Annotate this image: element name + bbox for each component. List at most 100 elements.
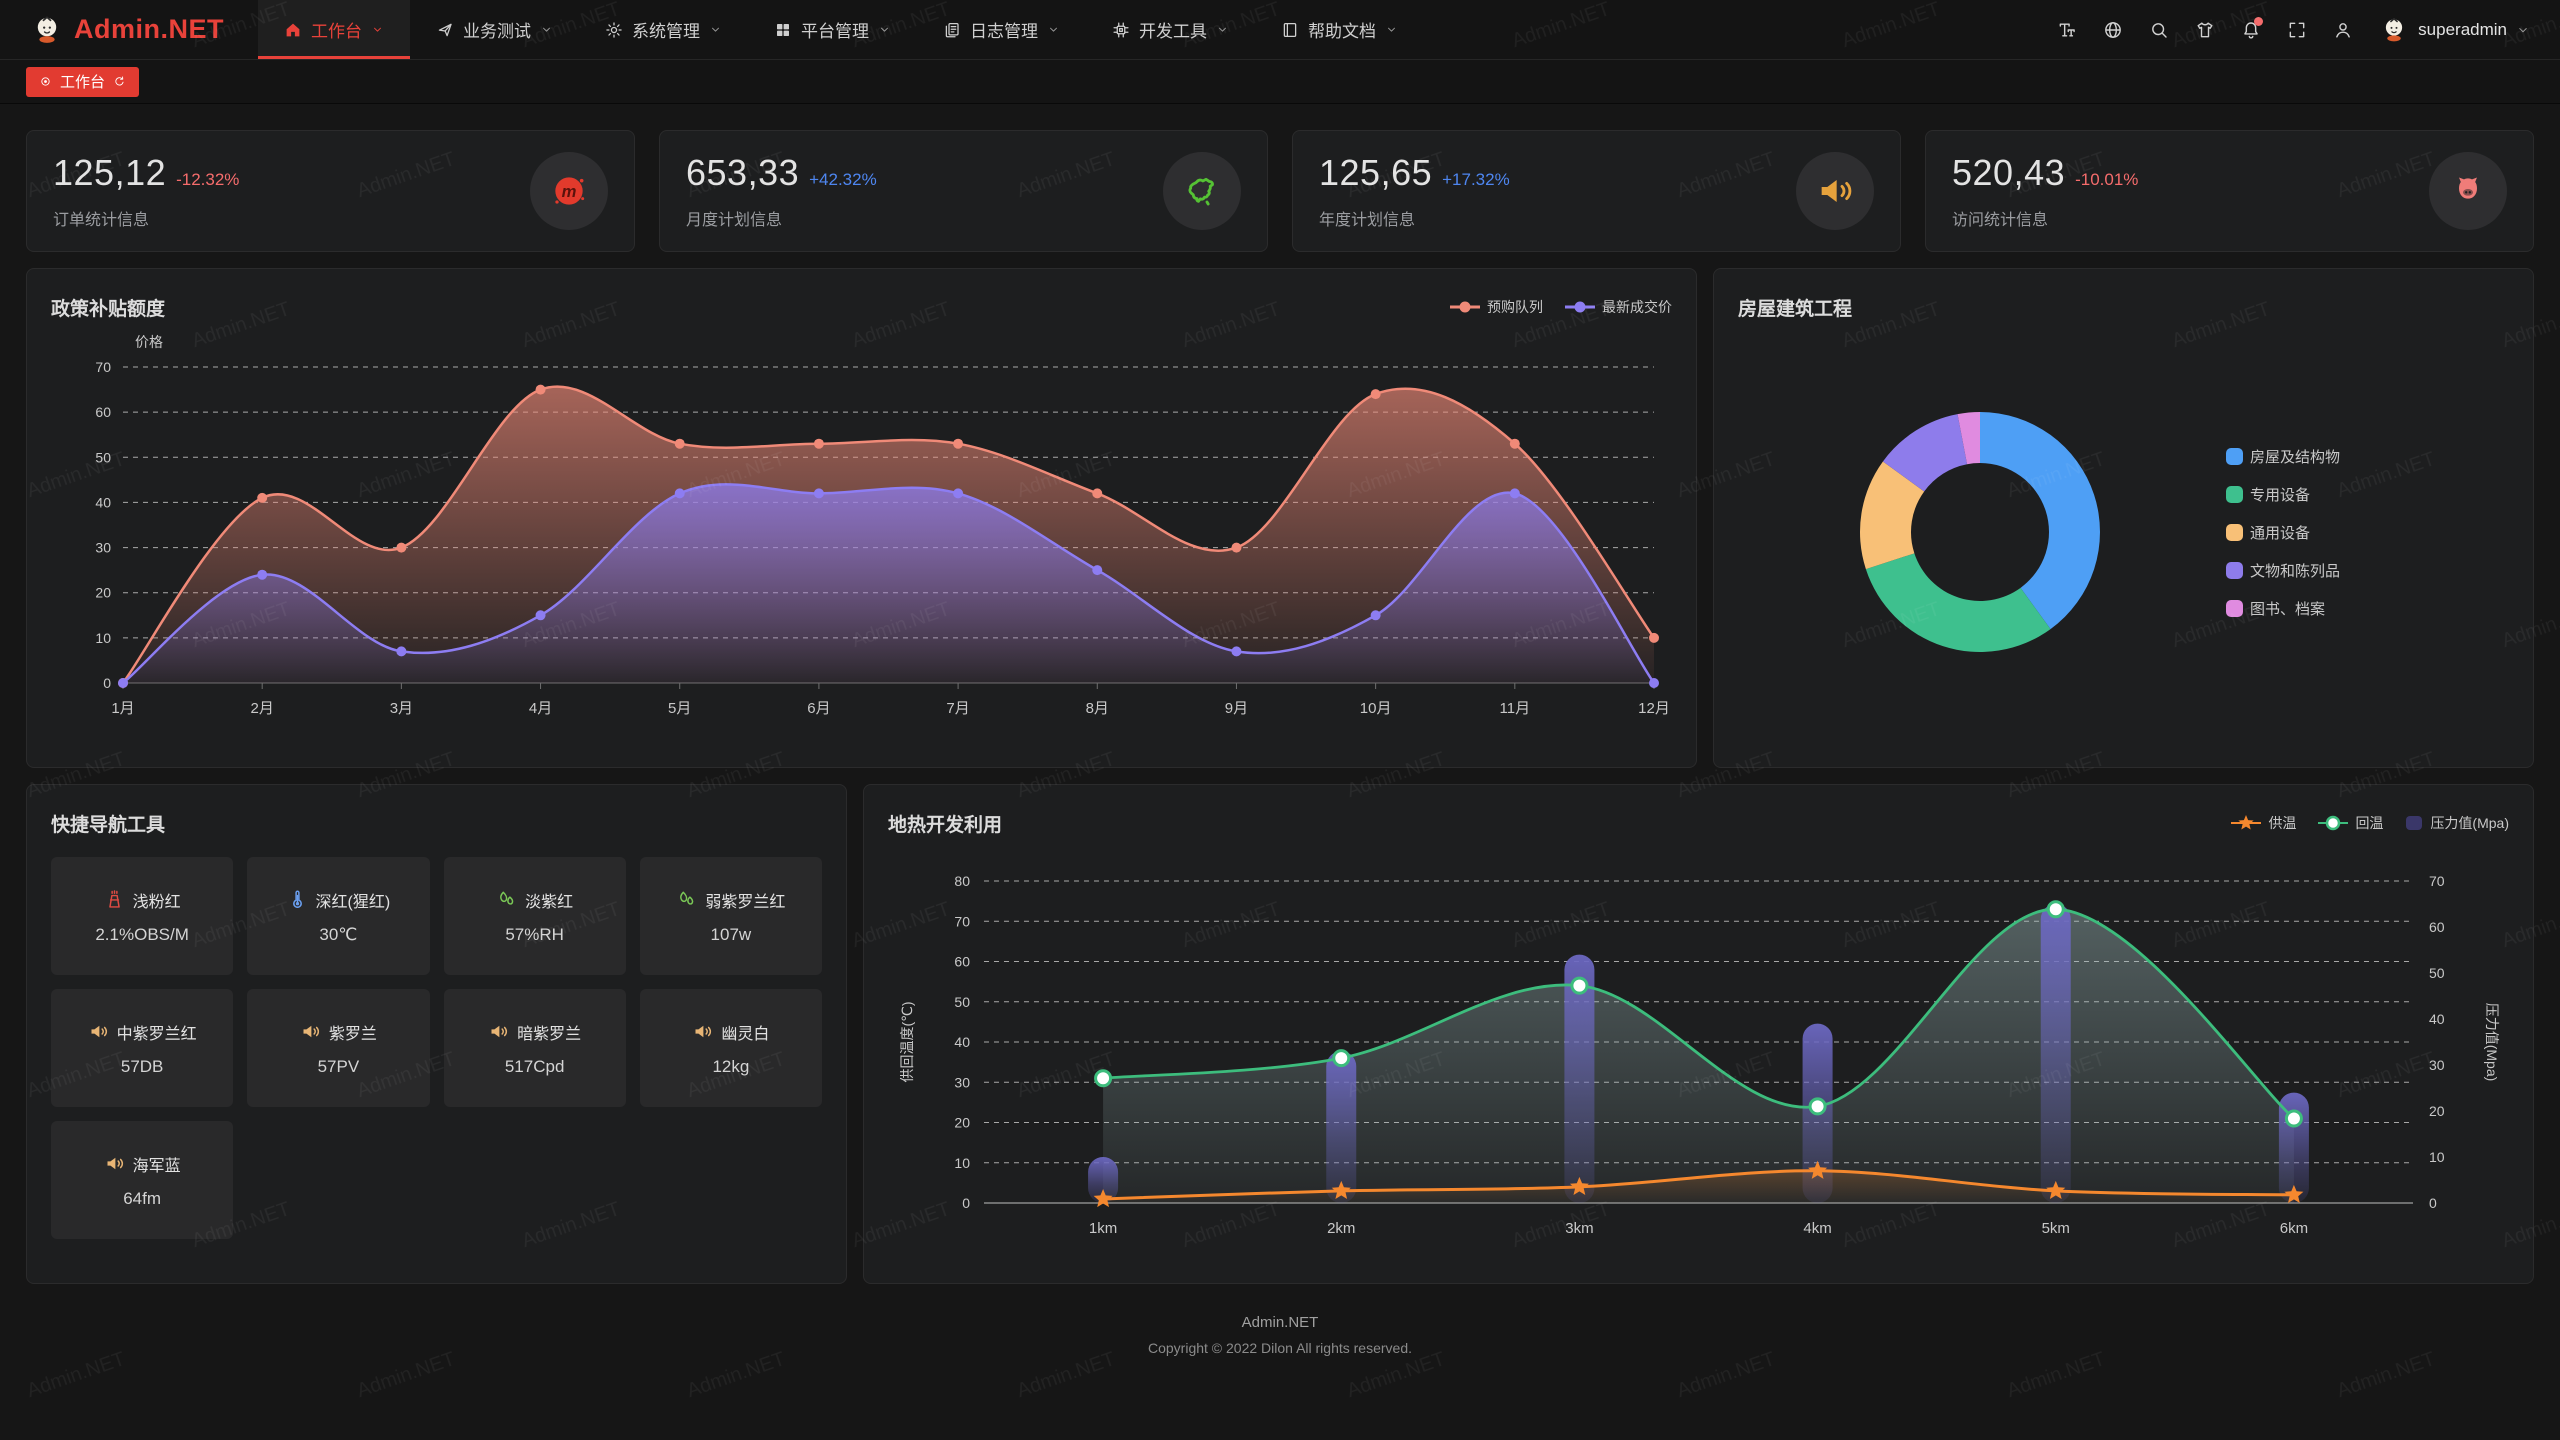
svg-text:70: 70 [954,913,970,929]
svg-text:6月: 6月 [807,700,830,717]
pie-legend-item-0[interactable]: 房屋及结构物 [2226,446,2340,467]
quick-nav-grid: 浅粉红 2.1%OBS/M 深红(猩红) 30℃ 淡紫红 57%RH 弱紫罗兰红… [51,857,822,1239]
svg-text:80: 80 [954,873,970,889]
chevron-down-icon [1216,23,1229,36]
charts-row-2: 快捷导航工具 浅粉红 2.1%OBS/M 深红(猩红) 30℃ 淡紫红 57%R… [26,784,2534,1284]
pie-legend-item-4[interactable]: 图书、档案 [2226,598,2340,619]
refresh-icon[interactable] [113,75,126,88]
quick-nav-item-3[interactable]: 弱紫罗兰红 107w [639,857,822,975]
svg-text:40: 40 [2429,1011,2445,1027]
quick-nav-value: 2.1%OBS/M [95,924,189,944]
book-icon [1281,21,1299,39]
tab-bar: 工作台 [0,60,2560,104]
legend-label: 房屋及结构物 [2250,448,2341,466]
quick-nav-title: 快捷导航工具 [51,814,166,836]
building-donut-chart [1859,412,2100,652]
cpu-icon [1112,21,1130,39]
quick-nav-label: 中紫罗兰红 [116,1025,197,1043]
stat-value: 125,65 [1319,152,1433,193]
stat-cards-row: 125,12 -12.32% 订单统计信息 m 653,33 +42.32% 月… [26,130,2534,252]
user-icon[interactable] [2323,10,2363,50]
fullscreen-icon[interactable] [2277,10,2317,50]
stat-card-0: 125,12 -12.32% 订单统计信息 m [26,130,635,252]
legend-label: 预购队列 [1487,299,1543,315]
stat-card-text: 125,65 +17.32% 年度计划信息 [1319,152,1510,230]
user-menu[interactable]: superadmin [2379,15,2530,45]
menu-item-business-test[interactable]: 业务测试 [410,0,579,59]
building-pie-body: 房屋及结构物专用设备通用设备文物和陈列品图书、档案 [1738,327,2509,737]
menu-item-help-docs[interactable]: 帮助文档 [1255,0,1424,59]
brand[interactable]: Admin.NET [0,0,258,59]
svg-text:10: 10 [954,1155,970,1171]
pie-legend-item-3[interactable]: 文物和陈列品 [2226,560,2340,581]
geo-legend-item-1[interactable]: 回温 [2318,813,2383,833]
quick-nav-item-5[interactable]: 紫罗兰 57PV [247,989,430,1107]
quick-nav-item-1[interactable]: 深红(猩红) 30℃ [247,857,430,975]
theme-icon[interactable] [2185,10,2225,50]
legend-item-0[interactable]: 预购队列 [1450,297,1543,317]
menu-item-platform-mgmt[interactable]: 平台管理 [748,0,917,59]
menu-item-label: 日志管理 [970,22,1038,41]
svg-text:60: 60 [2429,919,2445,935]
menu-item-label: 帮助文档 [1308,22,1376,41]
quick-nav-label: 淡紫红 [525,893,574,911]
svg-text:1km: 1km [1089,1220,1117,1237]
geo-legend-item-0[interactable]: 供温 [2231,813,2296,833]
stat-icon-circle [1796,152,1874,230]
svg-text:60: 60 [95,404,111,420]
quick-nav-item-7[interactable]: 幽灵白 12kg [639,989,822,1107]
policy-chart-title: 政策补贴额度 [51,298,166,320]
speaker-icon [300,1021,321,1042]
card-quick-nav: 快捷导航工具 浅粉红 2.1%OBS/M 深红(猩红) 30℃ 淡紫红 57%R… [26,784,847,1284]
main-content: 125,12 -12.32% 订单统计信息 m 653,33 +42.32% 月… [0,104,2560,1360]
quick-nav-item-2[interactable]: 淡紫红 57%RH [443,857,626,975]
tab-label: 工作台 [60,74,106,91]
svg-text:1月: 1月 [111,700,134,717]
quick-nav-item-4[interactable]: 中紫罗兰红 57DB [51,989,234,1107]
svg-text:20: 20 [954,1115,970,1131]
svg-text:40: 40 [954,1034,970,1050]
quick-nav-item-0[interactable]: 浅粉红 2.1%OBS/M [51,857,234,975]
quick-nav-item-8[interactable]: 海军蓝 64fm [51,1121,234,1239]
building-pie-legend: 房屋及结构物专用设备通用设备文物和陈列品图书、档案 [2226,446,2340,619]
chevron-down-icon [1385,23,1398,36]
menu-item-dev-tools[interactable]: 开发工具 [1086,0,1255,59]
svg-text:60: 60 [954,954,970,970]
quick-nav-value: 64fm [123,1188,162,1208]
notification-bell-icon[interactable] [2231,10,2271,50]
text-size-icon[interactable] [2047,10,2087,50]
stat-value: 520,43 [1952,152,2066,193]
svg-text:5km: 5km [2042,1220,2070,1237]
legend-label: 图书、档案 [2250,600,2326,618]
legend-marker-circle [2318,815,2349,831]
quick-nav-item-6[interactable]: 暗紫罗兰 517Cpd [443,989,626,1107]
svg-text:供回温度(℃): 供回温度(℃) [899,1001,915,1082]
speaker-icon [1815,171,1855,211]
footer-app-name: Admin.NET [1241,1314,1319,1331]
tab-workbench[interactable]: 工作台 [26,66,140,97]
quick-nav-label: 暗紫罗兰 [517,1025,582,1043]
geothermal-chart-legend: 供温 回温 压力值(Mpa) [2231,813,2509,833]
dot-circle-icon [39,75,52,88]
svg-text:7月: 7月 [946,700,969,717]
main-menu: 工作台 业务测试 系统管理 平台管理 日志管理 开发工具 帮助文档 [258,0,1424,59]
pie-legend-item-1[interactable]: 专用设备 [2226,484,2340,505]
menu-item-system-mgmt[interactable]: 系统管理 [579,0,748,59]
home-icon [284,21,302,39]
stat-change: +17.32% [1442,170,1510,189]
chimney-icon [104,889,125,910]
navbar-actions: superadmin [2047,0,2560,59]
meetup-icon: m [549,171,589,211]
search-icon[interactable] [2139,10,2179,50]
svg-text:20: 20 [95,585,111,601]
stat-icon-circle [1163,152,1241,230]
stat-card-text: 520,43 -10.01% 访问统计信息 [1952,152,2138,230]
language-icon[interactable] [2093,10,2133,50]
legend-item-1[interactable]: 最新成交价 [1565,297,1672,317]
menu-item-workbench[interactable]: 工作台 [258,0,410,59]
menu-item-log-mgmt[interactable]: 日志管理 [917,0,1086,59]
pie-legend-item-2[interactable]: 通用设备 [2226,522,2340,543]
quick-nav-value: 57PV [317,1056,360,1076]
geo-legend-item-2[interactable]: 压力值(Mpa) [2405,813,2509,833]
grid-icon [774,21,792,39]
